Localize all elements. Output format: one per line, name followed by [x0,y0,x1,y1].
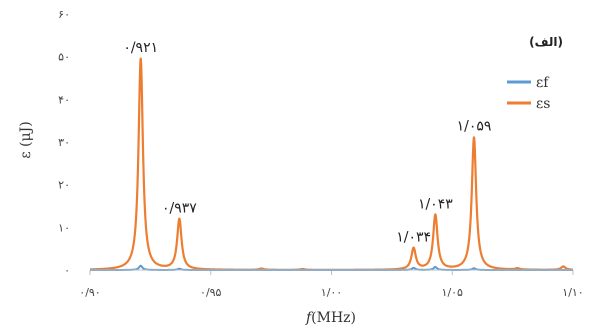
legend-label-ef: εf [536,75,550,91]
y-tick-label: ۰ [64,264,70,277]
x-tick-label: ۰/۹۵ [200,286,222,299]
y-axis-title: ε (μJ) [18,121,34,158]
peak-label: ۱/۰۵۹ [457,119,492,135]
x-tick-label: ۱/۰۰ [321,286,342,299]
y-tick-label: ۴۰ [58,93,70,106]
x-axis-title: f(MHz) [305,310,356,326]
y-tick-label: ۱۰ [58,221,70,234]
series-line-es [89,57,574,271]
peak-label: ۱/۰۴۳ [418,196,453,212]
legend-label-es: εs [536,96,550,112]
legend: (الف) εf εs [507,35,563,112]
x-tick-label: ۱/۱۰ [562,286,583,299]
panel-label: (الف) [529,35,563,49]
x-axis-title-unit: (MHz) [311,310,356,326]
y-tick-label: ۲۰ [58,179,70,192]
x-axis-title-var: f [305,310,314,326]
peak-label: ۰/۹۲۱ [123,40,158,56]
peak-label: ۰/۹۳۷ [162,201,197,217]
y-tick-label: ۶۰ [58,8,70,21]
x-tick-label: ۰/۹۰ [79,286,100,299]
y-tick-label: ۵۰ [58,51,70,64]
peak-label: ۱/۰۳۴ [396,230,431,246]
y-tick-label: ۳۰ [58,136,70,149]
x-tick-label: ۱/۰۵ [442,286,464,299]
